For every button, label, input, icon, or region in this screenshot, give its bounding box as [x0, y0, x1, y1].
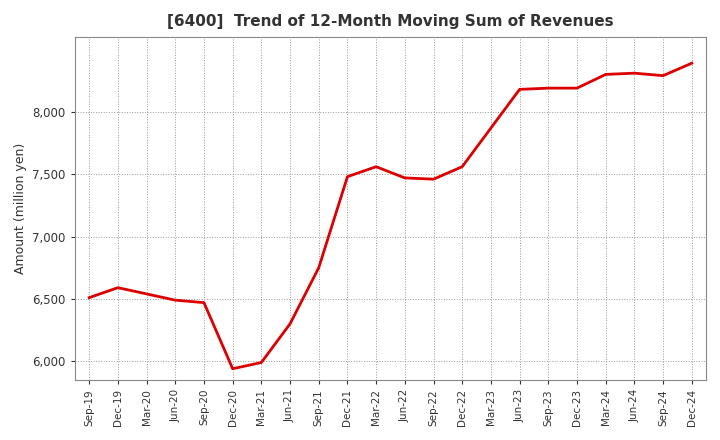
Y-axis label: Amount (million yen): Amount (million yen) — [14, 143, 27, 274]
Title: [6400]  Trend of 12-Month Moving Sum of Revenues: [6400] Trend of 12-Month Moving Sum of R… — [167, 14, 613, 29]
